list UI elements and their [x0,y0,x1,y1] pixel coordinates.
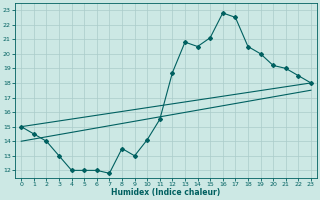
X-axis label: Humidex (Indice chaleur): Humidex (Indice chaleur) [111,188,221,197]
